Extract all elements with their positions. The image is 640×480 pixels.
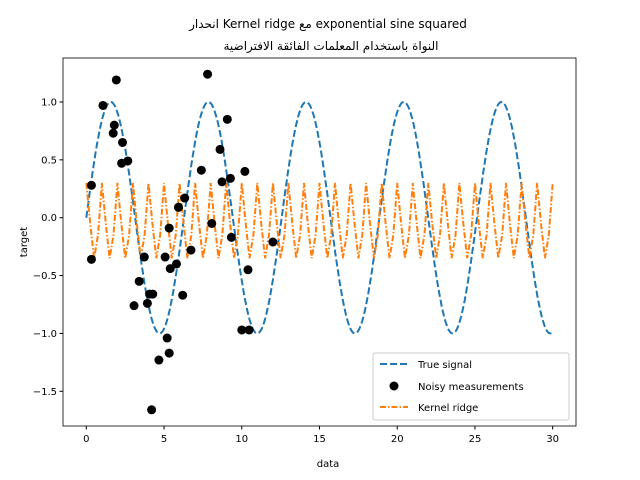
x-tick-label: 0 [83, 434, 89, 445]
noisy-measurement-point [207, 218, 217, 228]
noisy-measurement-point [148, 289, 158, 299]
y-tick-label: −0.5 [33, 271, 57, 282]
x-tick-label: 25 [469, 434, 482, 445]
x-tick-label: 15 [313, 434, 326, 445]
noisy-measurement-point [225, 173, 235, 183]
noisy-measurement-point [108, 128, 118, 138]
legend-kernel-ridge: Kernel ridge [418, 403, 478, 414]
noisy-measurement-point [86, 254, 96, 264]
noisy-measurement-point [111, 75, 121, 85]
y-axis-label: target [19, 227, 30, 257]
noisy-measurement-point [180, 193, 190, 203]
y-tick-label: −1.5 [33, 387, 57, 398]
noisy-measurement-point [86, 180, 96, 190]
noisy-measurement-point [240, 166, 250, 176]
noisy-measurement-point [164, 223, 174, 233]
noisy-measurement-point [217, 177, 227, 187]
legend-noisy-swatch [389, 381, 399, 391]
chart-title-line1: انحدار Kernel ridge مع exponential sine … [188, 17, 467, 32]
true-signal-line [85, 100, 554, 335]
kernel-ridge-line [85, 182, 554, 259]
noisy-measurement-point [268, 237, 278, 247]
noisy-measurement-point [162, 333, 172, 343]
legend-noisy: Noisy measurements [418, 382, 524, 393]
noisy-measurement-point [165, 264, 175, 274]
noisy-measurement-point [171, 259, 181, 269]
y-tick-label: 1.0 [41, 97, 57, 108]
chart-title-line2: النواة باستخدام المعلمات الفائقة الافترا… [223, 39, 438, 54]
noisy-measurement-point [139, 252, 149, 262]
noisy-measurement-point [118, 137, 128, 147]
x-tick-label: 30 [546, 434, 559, 445]
noisy-measurement-point [154, 355, 164, 365]
noisy-measurement-point [203, 69, 213, 79]
noisy-measurement-point [186, 245, 196, 255]
legend: True signal Noisy measurements Kernel ri… [372, 352, 570, 421]
noisy-measurement-point [129, 301, 139, 311]
noisy-measurement-point [215, 144, 225, 154]
noisy-measurement-point [226, 232, 236, 242]
plot-area: 0 5 10 15 20 25 30 −1.5 −1.0 −0.5 0.0 0.5 1.0 [33, 57, 577, 445]
noisy-measurement-point [237, 325, 247, 335]
noisy-measurement-point [134, 276, 144, 286]
y-tick-label: −1.0 [33, 329, 57, 340]
noisy-measurement-point [174, 202, 184, 212]
noisy-measurement-point [147, 405, 157, 415]
y-tick-label: 0.0 [41, 213, 57, 224]
noisy-measurement-point [178, 290, 188, 300]
noisy-measurement-point [160, 252, 170, 262]
x-tick-label: 5 [161, 434, 167, 445]
noisy-measurement-point [196, 165, 206, 175]
noisy-measurement-point [164, 348, 174, 358]
noisy-measurement-point [98, 100, 108, 110]
noisy-measurement-point [109, 120, 119, 130]
legend-true-signal: True signal [417, 360, 472, 371]
noisy-measurement-point [123, 156, 133, 166]
x-tick-label: 10 [235, 434, 248, 445]
noisy-measurement-point [244, 325, 254, 335]
x-tick-label: 20 [391, 434, 404, 445]
x-axis-label: data [317, 459, 340, 470]
noisy-measurement-point [142, 298, 152, 308]
noisy-measurement-point [243, 265, 253, 275]
noisy-measurement-point [222, 114, 232, 124]
y-tick-label: 0.5 [41, 155, 57, 166]
